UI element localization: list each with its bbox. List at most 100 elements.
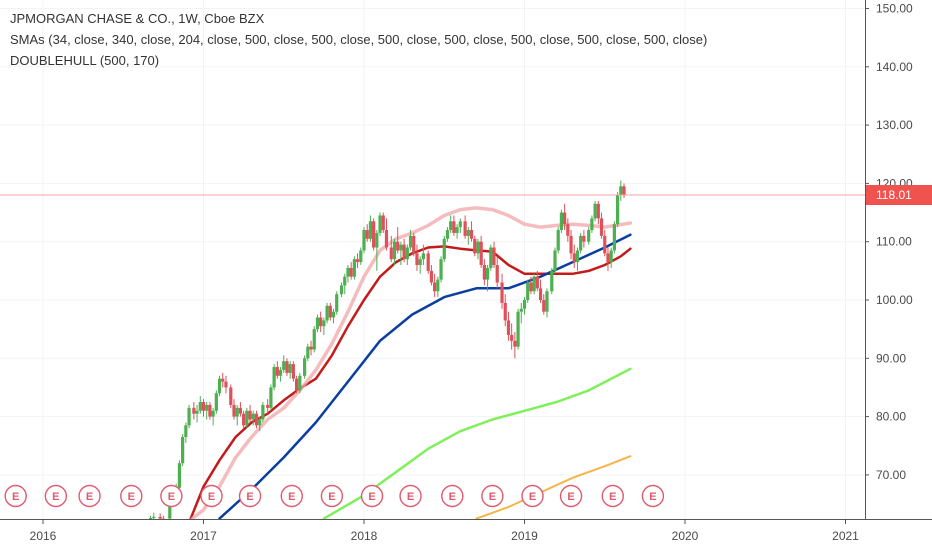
candle-down — [285, 358, 289, 376]
earnings-marker[interactable]: E — [481, 484, 504, 508]
candle-down — [452, 215, 456, 236]
candle-down — [384, 218, 389, 251]
candle-down — [563, 203, 567, 231]
earnings-marker[interactable]: E — [200, 484, 223, 508]
earnings-marker[interactable]: E — [601, 484, 624, 508]
grid — [0, 0, 865, 519]
candle-body — [298, 375, 302, 391]
candle-body — [312, 329, 316, 350]
candle-body — [596, 203, 600, 219]
x-tick-label[interactable]: 2020 — [672, 529, 699, 543]
candle-down — [402, 238, 406, 263]
earnings-marker[interactable]: E — [120, 484, 143, 508]
y-tick-label[interactable]: 70.00 — [876, 468, 906, 482]
candle-body — [368, 221, 373, 239]
candle-body — [503, 302, 507, 321]
candle-body — [381, 215, 385, 231]
candle-body — [158, 516, 162, 519]
candle-body — [245, 410, 249, 426]
earnings-marker[interactable]: E — [399, 484, 422, 508]
candle-body — [593, 203, 597, 219]
candle-down — [415, 244, 419, 271]
y-tick-label[interactable]: 150.00 — [876, 2, 913, 16]
earnings-marker[interactable]: E — [238, 484, 262, 508]
candle-body — [148, 518, 153, 519]
y-tick-label[interactable]: 90.00 — [876, 351, 906, 365]
x-tick-label[interactable]: 2019 — [511, 529, 538, 543]
earnings-marker[interactable]: E — [4, 484, 27, 508]
candle-up — [489, 244, 493, 271]
legend[interactable]: JPMORGAN CHASE & CO., 1W, Cboe BZX SMAs … — [10, 11, 707, 68]
candle-down — [433, 273, 437, 298]
y-tick-label[interactable]: 80.00 — [876, 410, 906, 424]
candle-up — [418, 256, 422, 274]
earnings-marker[interactable]: E — [360, 484, 384, 508]
candle-up — [184, 422, 188, 443]
candle-up — [205, 402, 209, 420]
candle-body — [587, 230, 591, 242]
earnings-label: E — [328, 491, 335, 503]
earnings-marker[interactable]: E — [521, 484, 544, 508]
candle-down — [229, 384, 233, 408]
candle-body — [389, 247, 393, 260]
candle-up — [315, 314, 320, 333]
candle-up — [258, 416, 262, 432]
earnings-label: E — [567, 491, 574, 503]
candle-body — [553, 250, 557, 271]
earnings-circle — [601, 484, 624, 508]
last-price-label: 118.01 — [876, 188, 912, 202]
earnings-marker[interactable]: E — [78, 484, 101, 508]
candle-down — [224, 375, 228, 394]
candle-body — [346, 267, 350, 277]
x-tick-label[interactable]: 2016 — [30, 529, 57, 543]
candle-body — [550, 270, 554, 292]
y-tick-label[interactable]: 130.00 — [876, 118, 913, 132]
earnings-marker[interactable]: E — [320, 484, 344, 508]
candle-body — [572, 253, 576, 263]
candle-down — [291, 361, 295, 382]
legend-doublehull[interactable]: DOUBLEHULL (500, 170) — [10, 53, 159, 68]
earnings-circle — [521, 484, 544, 508]
candle-down — [622, 183, 626, 198]
last-price-indicator: 118.01 — [0, 185, 932, 206]
candle-down — [248, 404, 252, 423]
candle-up — [325, 302, 329, 324]
candle-up — [559, 209, 564, 233]
candle-body — [269, 387, 273, 408]
candle-down — [569, 230, 573, 260]
candle-body — [535, 276, 539, 289]
earnings-marker[interactable]: E — [641, 484, 665, 508]
candle-body — [452, 221, 456, 233]
candle-body — [506, 320, 511, 335]
earnings-marker[interactable]: E — [160, 484, 183, 508]
y-tick-label[interactable]: 110.00 — [876, 235, 912, 249]
candle-up — [245, 407, 249, 429]
y-tick-label[interactable]: 140.00 — [876, 60, 913, 74]
earnings-marker[interactable]: E — [559, 484, 583, 508]
earnings-marker[interactable]: E — [441, 484, 464, 508]
legend-title[interactable]: JPMORGAN CHASE & CO., 1W, Cboe BZX — [10, 11, 265, 26]
x-axis-ticks[interactable]: 2016 2017 2018 2019 2020 2021 — [30, 519, 860, 543]
candle-up — [343, 273, 347, 295]
candle-down — [372, 218, 376, 251]
candle-body — [522, 300, 527, 309]
candle-up — [198, 396, 202, 414]
candle-down — [381, 212, 385, 233]
candle-up — [526, 279, 530, 303]
earnings-marker[interactable]: E — [44, 484, 68, 508]
x-tick-label[interactable]: 2018 — [351, 529, 378, 543]
legend-smas[interactable]: SMAs (34, close, 340, close, 204, close,… — [10, 32, 707, 47]
x-tick-label[interactable]: 2021 — [832, 529, 859, 543]
candle-down — [192, 402, 196, 420]
earnings-circle — [238, 484, 262, 508]
earnings-label: E — [449, 491, 456, 503]
x-tick-label[interactable]: 2017 — [190, 529, 217, 543]
earnings-marker[interactable]: E — [280, 484, 303, 508]
candle-body — [195, 410, 199, 414]
candle-body — [449, 221, 453, 231]
candle-body — [322, 320, 326, 327]
y-tick-label[interactable]: 100.00 — [876, 293, 913, 307]
